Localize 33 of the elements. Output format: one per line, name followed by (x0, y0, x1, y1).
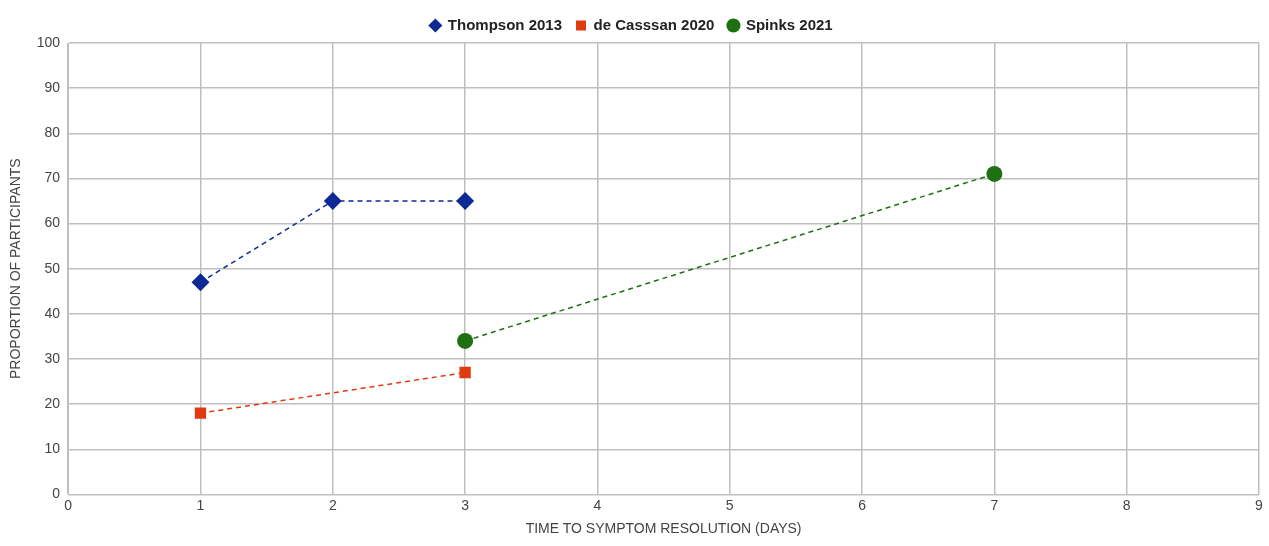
y-tick-label: 90 (44, 79, 61, 95)
point (457, 332, 474, 349)
y-tick-label: 60 (44, 214, 61, 231)
point (194, 407, 207, 419)
legend-label: Thompson 2013 (447, 15, 563, 33)
x-tick-label: 7 (990, 496, 999, 513)
point (459, 366, 471, 379)
y-tick-label: 10 (44, 440, 61, 457)
x-tick-label: 6 (858, 496, 867, 513)
y-tick-label: 80 (44, 124, 61, 141)
legend-label: de Casssan 2020 (593, 15, 715, 33)
x-tick-label: 9 (1255, 496, 1264, 513)
x-tick-label: 2 (328, 496, 337, 513)
y-tick-label: 40 (44, 304, 61, 321)
y-tick-label: 70 (44, 169, 61, 186)
y-tick-label: 30 (44, 349, 61, 366)
x-tick-label: 0 (64, 496, 73, 513)
point (323, 191, 342, 210)
x-tick-label: 1 (196, 496, 205, 513)
x-tick-label: 8 (1122, 496, 1131, 513)
x-tick-label: 3 (461, 496, 470, 513)
y-tick-label: 0 (52, 485, 61, 502)
point (191, 273, 210, 292)
y-axis-title: PROPORTION OF PARTICIPANTS (7, 158, 24, 380)
y-tick-label: 50 (44, 259, 61, 276)
point (456, 191, 475, 210)
x-tick-label: 5 (725, 496, 734, 513)
x-axis-title: TIME TO SYMPTOM RESOLUTION (DAYS) (525, 520, 802, 537)
point (986, 165, 1003, 182)
legend-label: Spinks 2021 (745, 15, 833, 33)
y-tick-label: 100 (36, 33, 61, 50)
x-tick-label: 4 (593, 496, 602, 513)
y-tick-label: 20 (44, 394, 61, 411)
